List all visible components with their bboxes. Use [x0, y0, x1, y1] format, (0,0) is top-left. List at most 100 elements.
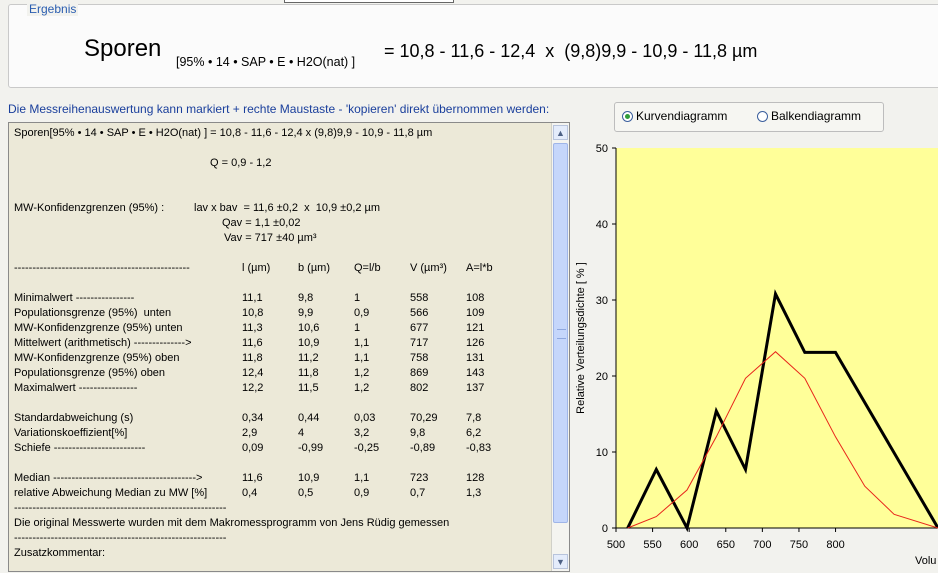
table-row: Standardabweichung (s) 0,34 0,44 0,03 70,29 7… — [14, 411, 481, 426]
scroll-thumb[interactable] — [553, 143, 568, 523]
series-line-black — [626, 289, 938, 533]
row-value: 137 — [466, 382, 485, 394]
row-value: 566 — [410, 307, 429, 319]
row-value: 11,2 — [298, 352, 319, 364]
row-value: 11,8 — [298, 367, 319, 379]
row-value: 11,8 — [242, 352, 263, 364]
row-value: 9,9 — [298, 307, 314, 319]
table-row: Minimalwert ---------------- 11,1 9,8 1 558 1… — [14, 291, 484, 306]
row-value: -0,89 — [410, 442, 436, 454]
row-label: Populationsgrenze (95%) oben — [14, 367, 166, 379]
row-value: 10,9 — [298, 337, 320, 349]
row-value: 0,34 — [242, 412, 264, 424]
table-row: MW-Konfidenzgrenze (95%) oben 11,8 11,2 1,1… — [14, 351, 484, 366]
text-line-q: Q = 0,9 - 1,2 — [210, 157, 272, 169]
row-value: 126 — [466, 337, 485, 349]
table-divider: ----------------------------------------… — [14, 262, 190, 274]
table-row: Schiefe ------------------------- 0,09 -0,… — [14, 441, 491, 456]
scroll-up-icon[interactable]: ▲ — [553, 125, 568, 140]
measurement-text-content: Sporen[95% • 14 • SAP • E • H2O(nat) ] =… — [14, 126, 493, 561]
row-value: -0,25 — [354, 442, 380, 454]
row-value: 0,09 — [242, 442, 264, 454]
row-value: 1 — [354, 292, 361, 304]
row-value: 723 — [410, 472, 429, 484]
result-legend: Ergebnis — [27, 2, 79, 16]
plot-area — [616, 148, 938, 528]
table-row: Variationskoeffizient[%] 2,9 4 3,2 9,8 6,2 — [14, 426, 481, 441]
row-value: 0,9 — [354, 307, 370, 319]
mw-label: MW-Konfidenzgrenzen (95%) : — [14, 202, 165, 214]
row-value: -0,99 — [298, 442, 324, 454]
row-label: MW-Konfidenzgrenze (95%) oben — [14, 352, 180, 364]
column-header: V (µm³) — [410, 262, 447, 274]
y-axis-label: Relative Verteilungsdichte [ % ] — [575, 262, 587, 414]
radio-selected-icon — [622, 110, 633, 122]
y-tick-label: 10 — [596, 447, 608, 459]
divider-long: ----------------------------------------… — [14, 502, 227, 514]
mw-v: Vav = 717 ±40 µm³ — [224, 232, 317, 244]
row-label: Median ---------------------------------… — [14, 472, 203, 484]
row-value: 109 — [466, 307, 485, 319]
text-line-summary: Sporen[95% • 14 • SAP • E • H2O(nat) ] =… — [14, 127, 433, 139]
row-value: 869 — [410, 367, 429, 379]
x-tick-label: 600 — [680, 539, 698, 551]
spore-conditions: [95% • 14 • SAP • E • H2O(nat) ] — [176, 55, 356, 69]
radio-curve-label: Kurvendiagramm — [636, 109, 728, 123]
x-axis-label: Volu — [915, 555, 936, 567]
row-value: 108 — [466, 292, 485, 304]
row-value: 70,29 — [410, 412, 438, 424]
row-label: Populationsgrenze (95%) unten — [14, 307, 172, 319]
row-value: 7,8 — [466, 412, 482, 424]
column-header: b (µm) — [298, 262, 331, 274]
row-value: 0,5 — [298, 487, 314, 499]
x-tick-label: 800 — [826, 539, 844, 551]
divider-long: ----------------------------------------… — [14, 532, 227, 544]
row-value: 2,9 — [242, 427, 258, 439]
row-value: 143 — [466, 367, 485, 379]
row-value: 11,6 — [242, 337, 263, 349]
table-row: Maximalwert ---------------- 12,2 11,5 1,2 8… — [14, 381, 484, 396]
series-line-red — [627, 351, 938, 529]
y-tick-label: 30 — [596, 295, 608, 307]
y-tick-label: 20 — [596, 371, 608, 383]
row-value: 1,3 — [466, 487, 482, 499]
result-panel: Ergebnis Sporen [95% • 14 • SAP • E • H2… — [8, 2, 938, 88]
spore-formula: = 10,8 - 11,6 - 12,4 x (9,8)9,9 - 10,9 -… — [384, 41, 758, 61]
row-label: Variationskoeffizient[%] — [14, 427, 128, 439]
row-value: 802 — [410, 382, 429, 394]
row-label: relative Abweichung Median zu MW [%] — [14, 487, 208, 499]
row-label: Maximalwert ---------------- — [14, 382, 138, 394]
scroll-down-icon[interactable]: ▼ — [553, 554, 568, 569]
row-value: 11,3 — [242, 322, 263, 334]
radio-bar-chart[interactable]: Balkendiagramm — [757, 109, 861, 123]
x-tick-label: 750 — [790, 539, 808, 551]
x-tick-label: 550 — [643, 539, 661, 551]
radio-curve-chart[interactable]: Kurvendiagramm — [622, 109, 727, 123]
row-value: 9,8 — [410, 427, 426, 439]
row-label: Mittelwert (arithmetisch) --------------… — [14, 337, 192, 349]
row-value: 9,8 — [298, 292, 314, 304]
measurement-text-area[interactable]: Sporen[95% • 14 • SAP • E • H2O(nat) ] =… — [8, 122, 570, 572]
table-row: Median ---------------------------------… — [14, 471, 484, 486]
toolbar-fragment — [284, 0, 454, 3]
radio-bar-label: Balkendiagramm — [771, 109, 862, 123]
mw-lb: lav x bav = 11,6 ±0,2 x 10,9 ±0,2 µm — [194, 202, 381, 214]
row-value: 677 — [410, 322, 429, 334]
row-value: -0,83 — [466, 442, 492, 454]
vertical-scrollbar[interactable]: ▲ ▼ — [551, 123, 569, 571]
footer-note: Die original Messwerte wurden mit dem Ma… — [14, 517, 450, 529]
row-value: 4 — [298, 427, 305, 439]
spore-title: Sporen — [84, 35, 162, 62]
row-value: 717 — [410, 337, 429, 349]
row-value: 11,1 — [242, 292, 263, 304]
row-value: 1,2 — [354, 382, 370, 394]
row-value: 0,7 — [410, 487, 426, 499]
radio-unselected-icon — [757, 110, 768, 122]
row-value: 758 — [410, 352, 429, 364]
row-label: Schiefe ------------------------- — [14, 442, 146, 454]
row-value: 12,2 — [242, 382, 264, 394]
row-value: 0,44 — [298, 412, 320, 424]
table-row: Populationsgrenze (95%) unten 10,8 9,9 0,9 5… — [14, 306, 484, 321]
column-header: Q=l/b — [354, 262, 381, 274]
row-value: 558 — [410, 292, 429, 304]
